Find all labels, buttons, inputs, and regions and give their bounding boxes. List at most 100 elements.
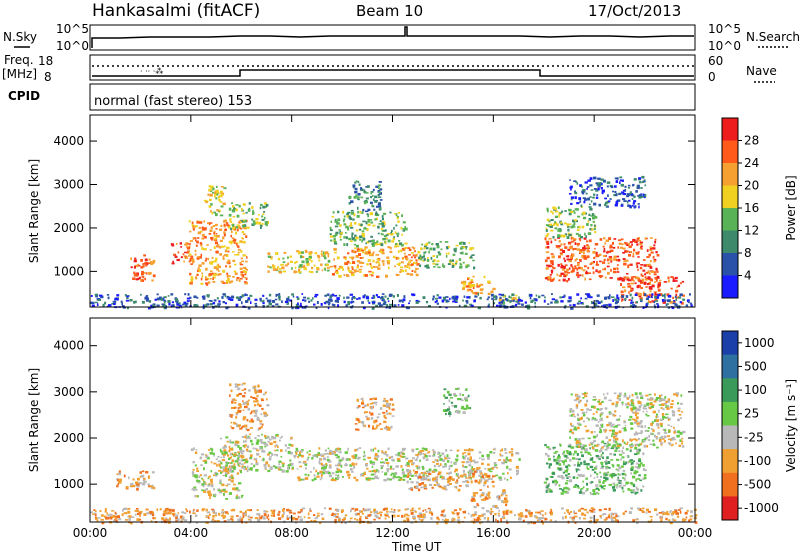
range-cell [599, 204, 602, 207]
range-cell [651, 519, 653, 522]
range-cell [675, 296, 677, 298]
range-cell [637, 262, 640, 264]
range-cell [566, 280, 568, 283]
range-cell [589, 204, 591, 206]
range-cell [672, 400, 674, 402]
range-cell [200, 457, 203, 460]
range-cell [369, 219, 372, 221]
range-cell [432, 461, 434, 463]
range-cell [243, 213, 245, 215]
range-cell [259, 456, 261, 458]
range-cell [583, 486, 585, 488]
range-cell [416, 254, 418, 256]
range-cell [429, 484, 432, 486]
range-cell [213, 232, 215, 235]
range-cell [645, 237, 647, 239]
range-cell [262, 219, 265, 221]
range-cell [231, 462, 233, 464]
range-cell [296, 448, 299, 451]
range-cell [492, 288, 495, 290]
range-cell [641, 246, 643, 248]
range-cell [280, 449, 283, 452]
range-cell [622, 456, 625, 458]
range-cell [593, 436, 596, 439]
range-cell [209, 185, 212, 187]
range-cell [619, 445, 621, 447]
range-cell [597, 476, 599, 478]
range-cell [426, 459, 429, 462]
range-cell [565, 455, 568, 458]
range-cell [470, 456, 472, 459]
range-cell [240, 470, 242, 473]
range-cell [337, 448, 340, 450]
range-cell [264, 467, 266, 469]
range-cell [574, 451, 577, 454]
range-cell [577, 462, 579, 464]
range-cell [255, 299, 258, 301]
range-cell [439, 473, 441, 475]
range-cell [196, 274, 198, 276]
range-cell [368, 224, 371, 227]
range-cell [211, 461, 213, 463]
range-cell [575, 259, 577, 261]
range-cell [563, 235, 566, 237]
range-cell [567, 272, 570, 274]
range-cell [471, 254, 474, 256]
range-cell [428, 242, 430, 244]
range-cell [252, 210, 254, 213]
range-cell [686, 304, 688, 306]
range-cell [398, 304, 400, 306]
range-cell [480, 292, 483, 294]
noise-panel: 10^5 10^0 10^5 10^0 N.Sky N.Search [3, 22, 800, 53]
range-cell [367, 213, 369, 215]
range-cell [639, 392, 642, 395]
range-cell [621, 184, 624, 187]
range-cell [362, 221, 365, 223]
range-cell [396, 477, 399, 479]
range-cell [632, 394, 634, 396]
range-cell [437, 260, 440, 262]
range-cell [140, 471, 143, 474]
range-cell [653, 411, 656, 414]
range-cell [128, 476, 130, 479]
range-cell [373, 199, 375, 201]
range-cell [638, 438, 640, 441]
range-cell [605, 462, 607, 465]
range-cell [267, 454, 270, 456]
range-cell [344, 215, 346, 217]
range-cell [381, 234, 384, 236]
range-cell [593, 194, 595, 196]
range-cell [348, 477, 350, 479]
range-cell [371, 275, 374, 277]
range-cell [547, 455, 550, 458]
range-cell [378, 302, 381, 305]
range-cell [213, 274, 216, 276]
range-cell [560, 222, 562, 224]
range-cell [579, 239, 581, 242]
range-cell [569, 179, 571, 181]
range-cell [617, 271, 620, 273]
range-cell [239, 279, 241, 282]
range-cell [366, 263, 369, 265]
range-cell [599, 431, 602, 433]
range-cell [469, 461, 471, 463]
range-cell [630, 408, 632, 410]
range-cell [678, 285, 681, 287]
range-cell [387, 404, 390, 407]
range-cell [364, 411, 366, 413]
range-cell [442, 263, 444, 265]
range-cell [604, 397, 607, 400]
range-cell [168, 295, 170, 297]
range-cell [634, 178, 637, 181]
noise-tick-high-right: 10^5 [708, 22, 741, 36]
range-cell [547, 303, 549, 305]
range-cell [628, 185, 631, 187]
range-cell [569, 193, 572, 195]
range-cell [613, 256, 616, 259]
range-cell [350, 294, 353, 296]
range-cell [193, 227, 196, 229]
range-cell [638, 196, 641, 198]
range-cell [388, 266, 390, 269]
range-cell [632, 185, 634, 187]
range-cell [392, 478, 395, 480]
